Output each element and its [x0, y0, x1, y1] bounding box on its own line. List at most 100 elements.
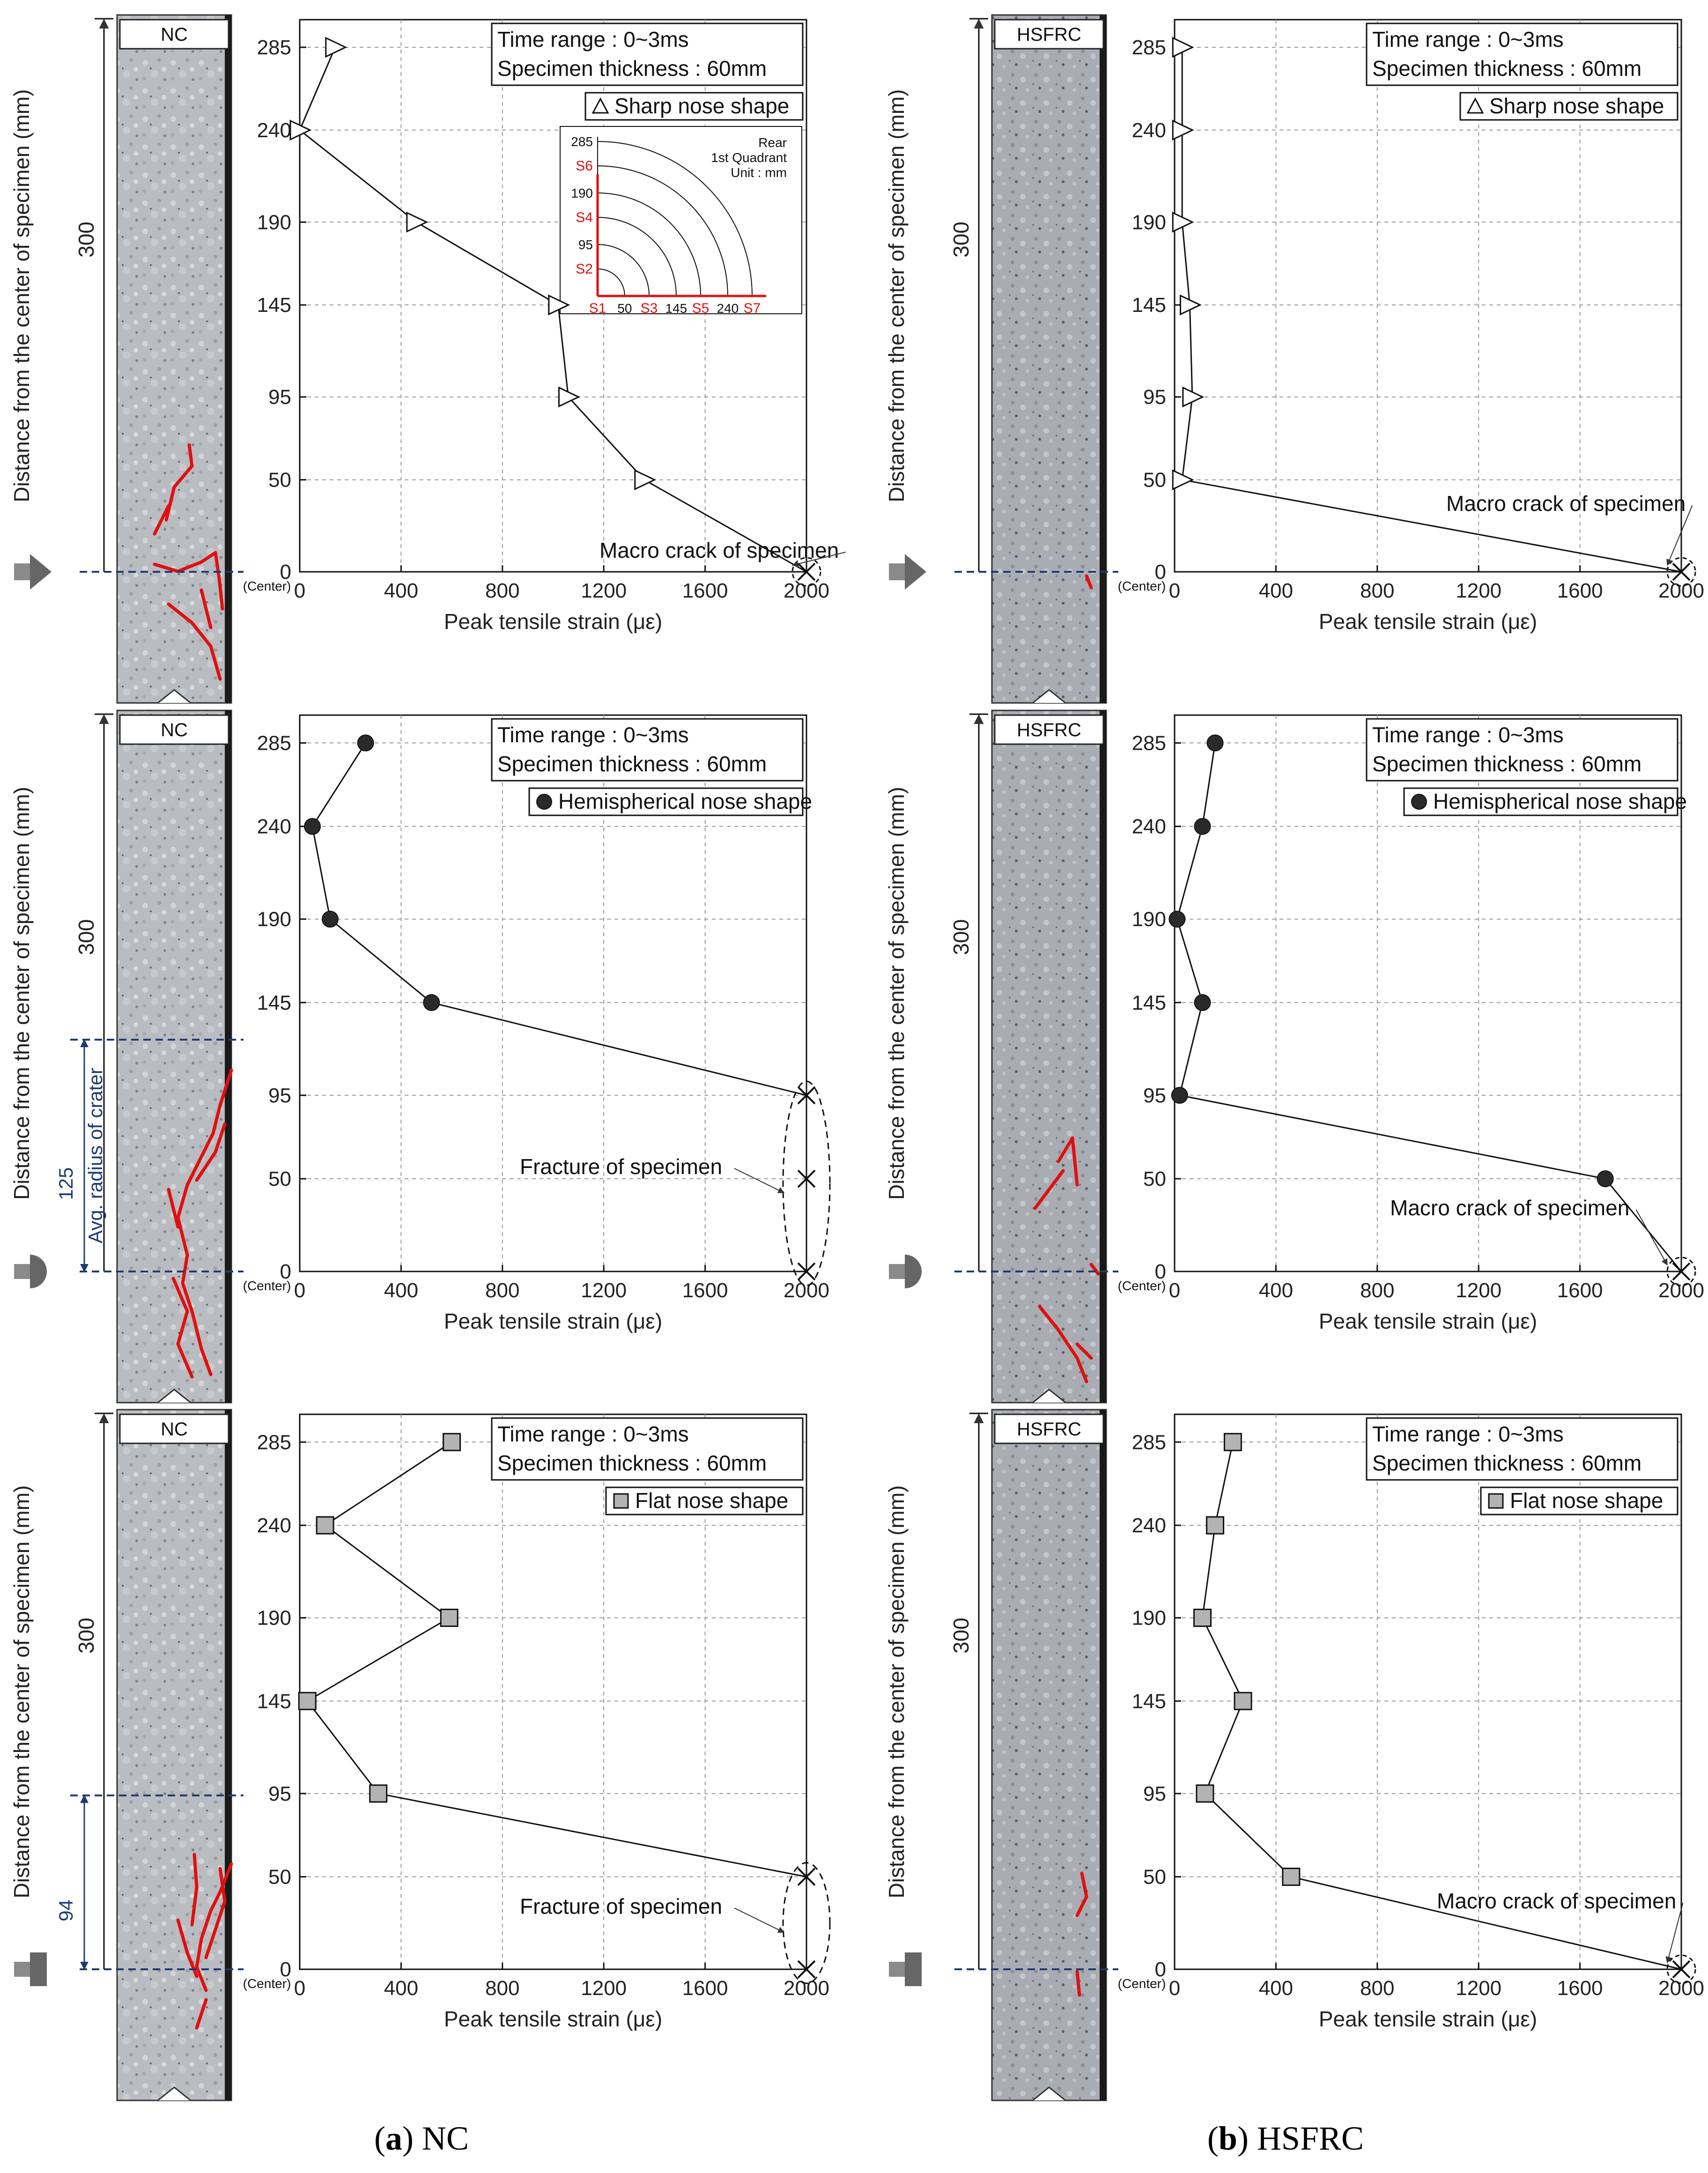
- specimen-label: NC: [161, 1419, 188, 1440]
- legend-box: [584, 92, 804, 121]
- x-tick-label: 0: [294, 1977, 305, 2000]
- legend-marker-square: [613, 1493, 629, 1509]
- y-tick-label: 190: [257, 1607, 291, 1630]
- inset-x-tick: 145: [665, 301, 688, 316]
- panel-nc-sharp: NC 300 Distance from the center of specime…: [9, 14, 846, 704]
- annotation-text: Fracture of specimen: [520, 1894, 722, 1918]
- inset-arc: [597, 217, 677, 296]
- x-tick-label: 1600: [1557, 579, 1603, 602]
- x-tick-label: 1200: [581, 579, 627, 602]
- specimen-photo: NC: [116, 710, 233, 1404]
- inset-y-tick: 285: [571, 134, 593, 149]
- y-tick-label: 285: [1132, 1431, 1166, 1454]
- center-label: (Center): [243, 1976, 291, 1991]
- legend-label: Sharp nose shape: [614, 94, 789, 118]
- inset-frame: [560, 126, 802, 314]
- x-axis-title: Peak tensile strain (με): [1319, 609, 1537, 634]
- crater-radius-label: Avg. radius of crater: [84, 1068, 106, 1243]
- crack-line: [1085, 574, 1093, 590]
- break-symbol: [157, 1389, 191, 1404]
- y-tick-label: 50: [1143, 1168, 1166, 1190]
- y-tick-label: 190: [1132, 1607, 1166, 1630]
- x-tick-label: 800: [485, 1977, 519, 2000]
- info-box: [1366, 22, 1678, 86]
- legend-label: Sharp nose shape: [1489, 94, 1664, 118]
- panel-nc-flat: NC 300 Distance from the center of specime…: [9, 1409, 831, 2101]
- inset-quadrant-label: 1st Quadrant: [711, 150, 787, 165]
- specimen-photo: NC: [116, 14, 232, 704]
- x-tick-label: 400: [1259, 579, 1293, 602]
- legend-label: Hemispherical nose shape: [558, 789, 812, 813]
- data-point-circle: [357, 734, 374, 752]
- data-point-square: [1193, 1609, 1212, 1627]
- x-axis-title: Peak tensile strain (με): [444, 2007, 662, 2031]
- projectile-hemispherical-icon: [905, 1255, 922, 1288]
- annotation-arrow: [1665, 1902, 1684, 1964]
- y-tick-label: 0: [1155, 1260, 1166, 1283]
- y-tick-label: 190: [1132, 211, 1166, 234]
- fracture-ellipse: [782, 1862, 831, 1984]
- y-tick-label: 50: [1143, 1866, 1166, 1889]
- length-label: 300: [949, 919, 973, 955]
- macro-crack-circle: [1666, 1256, 1696, 1286]
- data-point-square: [316, 1516, 334, 1535]
- y-tick-label: 240: [257, 1514, 291, 1537]
- y-tick-label: 190: [257, 908, 291, 931]
- crack-line: [1057, 1136, 1079, 1187]
- break-symbol: [157, 2086, 191, 2101]
- time-range-text: Time range : 0~3ms: [497, 1422, 689, 1446]
- data-point-square: [443, 1433, 461, 1451]
- y-tick-label: 95: [1143, 386, 1166, 409]
- data-point-square: [369, 1784, 388, 1803]
- caption-a-text: NC: [422, 2120, 469, 2157]
- caption-a-letter: a: [385, 2120, 402, 2157]
- legend-marker-circle: [536, 794, 552, 810]
- specimen-label: HSFRC: [1017, 24, 1081, 45]
- x-tick-label: 1200: [1456, 1279, 1501, 1302]
- data-point-triangle: [1172, 211, 1194, 233]
- x-tick-label: 0: [1169, 1977, 1180, 2000]
- panel-nc-hemi: NC 300 Distance from the center of specime…: [9, 710, 831, 1404]
- specimen-body: [116, 1409, 232, 2101]
- inset-arc: [597, 165, 728, 296]
- data-point-triangle: [1172, 119, 1194, 141]
- x-tick-label: 1200: [1456, 579, 1501, 602]
- specimen-edge: [1100, 15, 1106, 703]
- specimen-label: HSFRC: [1017, 1419, 1081, 1440]
- specimen-label-box: [994, 1413, 1104, 1444]
- inset-arc: [597, 141, 753, 296]
- crater-radius-value: 125: [55, 1167, 77, 1200]
- info-box: [1366, 1417, 1678, 1481]
- projectile-hemispherical-icon: [889, 1264, 905, 1279]
- y-tick-label: 0: [280, 1260, 291, 1283]
- data-point-cross: [1672, 1262, 1691, 1281]
- data-point-triangle: [548, 294, 570, 316]
- data-point-circle: [1194, 818, 1211, 835]
- panel-hs-sharp: HSFRC 300 Distance from the center of spec…: [884, 14, 1704, 704]
- x-tick-label: 1600: [682, 1977, 728, 2000]
- length-label: 300: [74, 222, 98, 258]
- time-range-text: Time range : 0~3ms: [1372, 27, 1564, 52]
- y-tick-label: 95: [1143, 1782, 1166, 1805]
- specimen-label: NC: [161, 720, 188, 740]
- crack-line: [1038, 1305, 1088, 1383]
- thickness-text: Specimen thickness : 60mm: [1372, 1451, 1641, 1475]
- y-tick-label: 240: [1132, 1514, 1166, 1537]
- data-point-triangle: [1172, 469, 1194, 490]
- x-tick-label: 400: [1259, 1977, 1293, 2000]
- y-tick-label: 95: [1143, 1084, 1166, 1107]
- thickness-text: Specimen thickness : 60mm: [497, 56, 767, 81]
- break-symbol: [157, 689, 191, 704]
- data-point-triangle: [558, 386, 580, 408]
- data-point-square: [1206, 1516, 1225, 1535]
- y-tick-label: 145: [1132, 1690, 1166, 1713]
- crack-line: [153, 504, 170, 536]
- data-point-cross: [797, 1960, 816, 1979]
- annotation-arrow: [791, 552, 846, 567]
- crack-line: [167, 602, 222, 681]
- specimen-label-box: [994, 19, 1104, 50]
- y-axis-title: Distance from the center of specimen (mm…: [9, 787, 34, 1200]
- data-point-triangle: [1182, 386, 1205, 408]
- data-point-square: [1196, 1784, 1214, 1803]
